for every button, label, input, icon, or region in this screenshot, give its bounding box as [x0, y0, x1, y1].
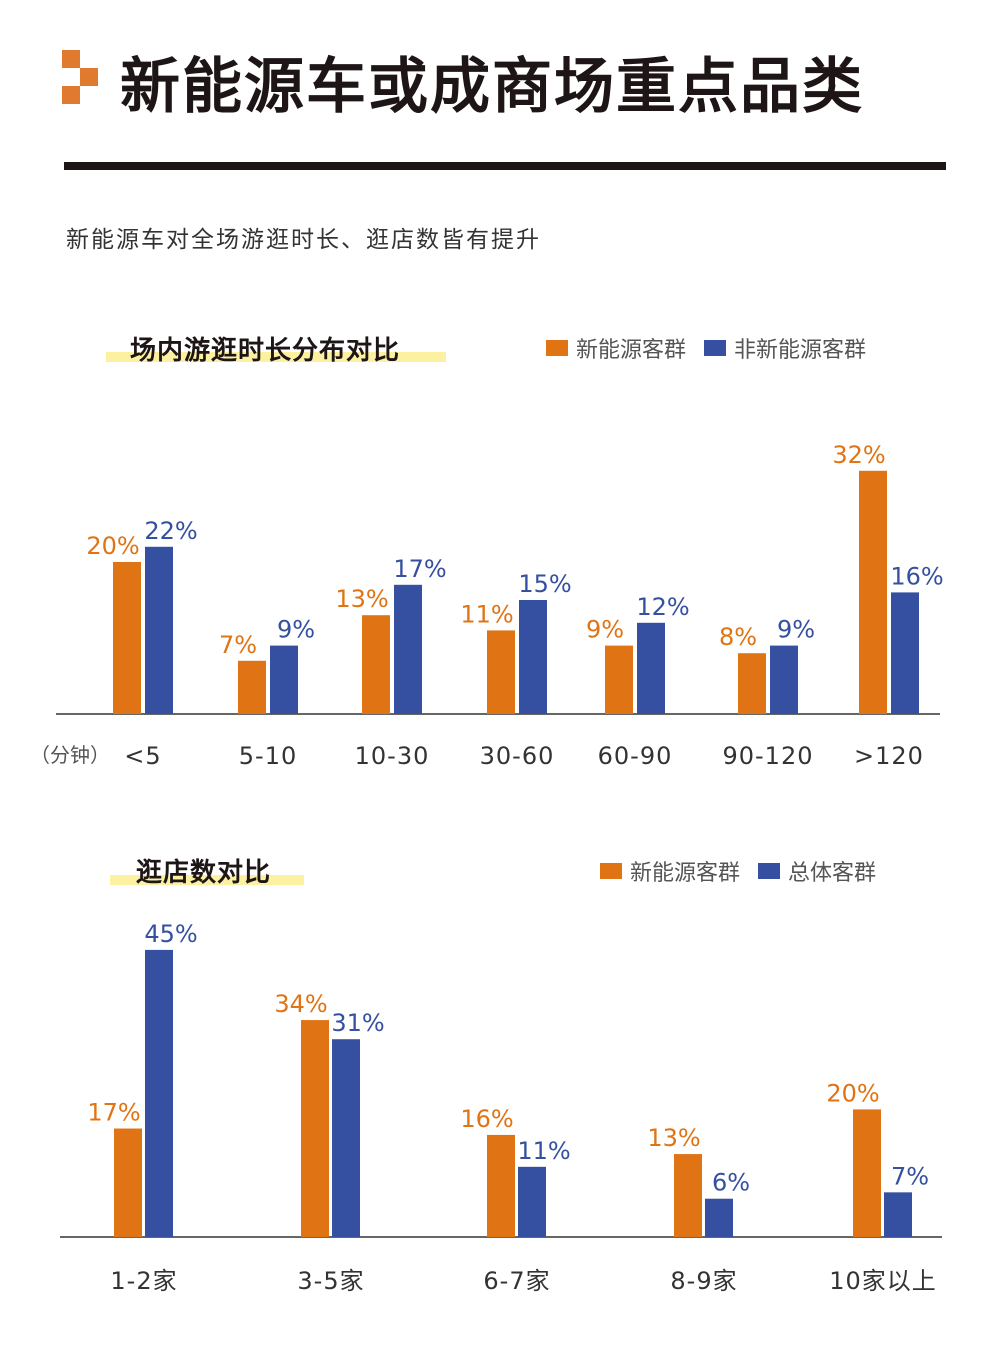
legend-label: 总体客群 [788, 861, 877, 886]
bar-orange [487, 630, 515, 714]
x-tick-label: 8-9家 [670, 1267, 737, 1295]
bar-orange [738, 653, 766, 714]
data-label: 11% [517, 1137, 570, 1165]
bar-blue [770, 645, 798, 714]
chart1-title: 场内游逛时长分布对比 [130, 336, 401, 366]
bar-orange [114, 1128, 142, 1237]
bar-blue [705, 1198, 733, 1237]
bar-orange [238, 660, 266, 714]
unit-label: （分钟） [30, 743, 110, 767]
bar-orange [859, 470, 887, 714]
chart2-legend: 新能源客群 总体客群 [600, 855, 894, 887]
logo-square-icon [62, 50, 80, 68]
x-tick-label: 6-7家 [483, 1267, 550, 1295]
data-label: 15% [518, 570, 571, 598]
bar-orange [301, 1020, 329, 1237]
data-label: 7% [219, 631, 257, 659]
data-label: 16% [890, 562, 943, 590]
data-label: 12% [636, 593, 689, 621]
x-tick-label: 90-120 [722, 742, 813, 770]
bar-blue [637, 622, 665, 714]
x-tick-label: 3-5家 [297, 1267, 364, 1295]
data-label: 8% [719, 623, 757, 651]
data-label: 13% [647, 1124, 700, 1152]
x-tick-label: 1-2家 [110, 1267, 177, 1295]
bar-blue [518, 1166, 546, 1237]
data-label: 7% [891, 1162, 929, 1190]
x-tick-label: 60-90 [598, 742, 673, 770]
page-title: 新能源车或成商场重点品类 [120, 52, 864, 122]
data-label: 9% [586, 616, 624, 644]
bar-blue [270, 645, 298, 714]
data-label: 9% [277, 616, 315, 644]
title-highlight [106, 352, 446, 362]
data-label: 45% [144, 920, 197, 948]
data-label: 20% [86, 532, 139, 560]
page-subtitle: 新能源车对全场游逛时长、逛店数皆有提升 [66, 227, 541, 253]
data-label: 17% [87, 1099, 140, 1127]
x-tick-label: 5-10 [239, 742, 297, 770]
bar-orange [487, 1134, 515, 1237]
bar-orange [605, 645, 633, 714]
bar-blue [145, 546, 173, 714]
bar-blue [394, 584, 422, 714]
divider [64, 162, 946, 170]
title-highlight [110, 875, 304, 885]
data-label: 16% [460, 1105, 513, 1133]
x-tick-label: <5 [124, 742, 161, 770]
logo-square-icon [80, 68, 98, 86]
chart2-title: 逛店数对比 [136, 858, 272, 888]
legend-label: 新能源客群 [630, 861, 741, 886]
bar-blue [145, 949, 173, 1237]
data-label: 20% [826, 1079, 879, 1107]
data-label: 17% [393, 555, 446, 583]
x-tick-label: 10家以上 [829, 1267, 937, 1295]
legend-label: 非新能源客群 [734, 338, 867, 363]
data-label: 34% [274, 990, 327, 1018]
data-label: 9% [777, 616, 815, 644]
bar-orange [853, 1109, 881, 1237]
data-label: 32% [832, 441, 885, 469]
x-tick-label: 10-30 [355, 742, 430, 770]
x-tick-label: 30-60 [480, 742, 555, 770]
legend-swatch-orange [546, 340, 568, 356]
data-label: 11% [460, 600, 513, 628]
bar-orange [674, 1154, 702, 1237]
x-tick-label: >120 [854, 742, 924, 770]
legend-swatch-orange [600, 863, 622, 879]
bar-orange [113, 562, 141, 714]
data-label: 6% [712, 1169, 750, 1197]
bar-blue [884, 1192, 912, 1237]
data-label: 31% [331, 1009, 384, 1037]
legend-swatch-blue [758, 863, 781, 879]
bar-blue [332, 1039, 360, 1237]
bar-blue [891, 592, 919, 714]
logo-square-icon [62, 86, 80, 104]
chart1-legend: 新能源客群 非新能源客群 [546, 332, 884, 364]
bar-orange [362, 615, 390, 714]
data-label: 13% [335, 585, 388, 613]
legend-label: 新能源客群 [576, 338, 687, 363]
data-label: 22% [144, 517, 197, 545]
legend-swatch-blue [704, 340, 727, 356]
bar-blue [519, 600, 547, 714]
